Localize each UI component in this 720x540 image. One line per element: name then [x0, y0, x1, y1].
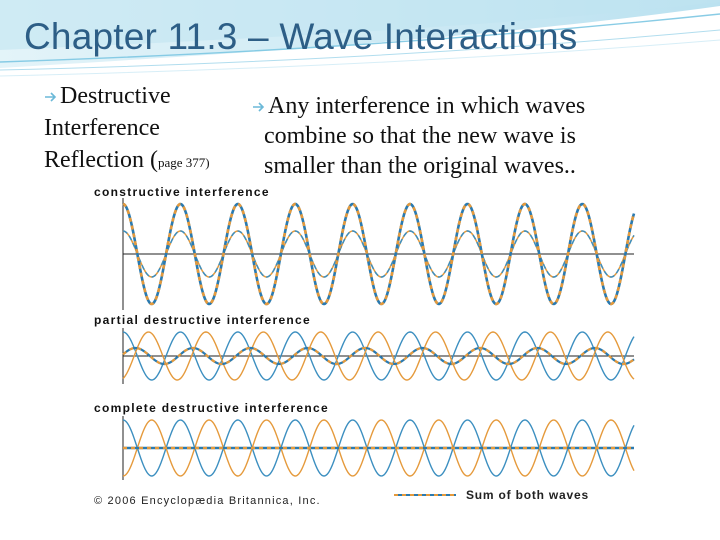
- legend-label: Sum of both waves: [466, 488, 589, 502]
- definition-block: Any interference in which waves combine …: [252, 91, 692, 181]
- panel-constructive: [122, 202, 636, 306]
- panel-label-partial: partial destructive interference: [94, 313, 311, 327]
- bullet-arrow-icon: [45, 92, 57, 103]
- panel-partial-destructive: [122, 331, 635, 381]
- left-line-1: Destructive: [44, 80, 210, 112]
- term-reflection: Reflection (: [44, 147, 158, 173]
- definition-text-1: Any interference in which waves: [268, 93, 586, 119]
- definition-line-3: smaller than the original waves..: [264, 153, 576, 179]
- sum-wave-constructive: [122, 202, 636, 306]
- wave-orange-partial: [122, 331, 635, 381]
- definition-line-1: Any interference in which waves: [252, 91, 692, 121]
- slide-title: Chapter 11.3 – Wave Interactions: [24, 16, 578, 57]
- left-line-3: Reflection (page 377): [44, 144, 210, 179]
- header-swoosh-graphic: [0, 0, 720, 77]
- left-terms-block: Destructive Interference Reflection (pag…: [44, 80, 210, 179]
- term-interference: Interference: [44, 115, 160, 141]
- bullet-arrow-icon: [253, 102, 265, 113]
- panel-label-constructive: constructive interference: [94, 186, 270, 199]
- wave-orange-complete: [122, 419, 635, 477]
- definition-line-2: combine so that the new wave is: [264, 123, 576, 149]
- panel-label-complete: complete destructive interference: [94, 401, 329, 415]
- wave-blue-partial: [122, 331, 635, 381]
- sum-wave-dash-partial: [122, 346, 635, 366]
- panel-complete-destructive: [122, 419, 635, 477]
- copyright-credit: © 2006 Encyclopædia Britannica, Inc.: [94, 495, 321, 507]
- interference-figure: constructive interference partial destru…: [92, 186, 662, 510]
- wave-blue-constructive: [122, 230, 635, 278]
- header-decoration: Chapter 11.3 – Wave Interactions: [0, 0, 720, 80]
- page-reference: page 377): [157, 155, 210, 170]
- term-destructive: Destructive: [60, 83, 171, 109]
- wave-blue-complete: [122, 419, 635, 477]
- interference-diagram: constructive interference partial destru…: [94, 186, 636, 507]
